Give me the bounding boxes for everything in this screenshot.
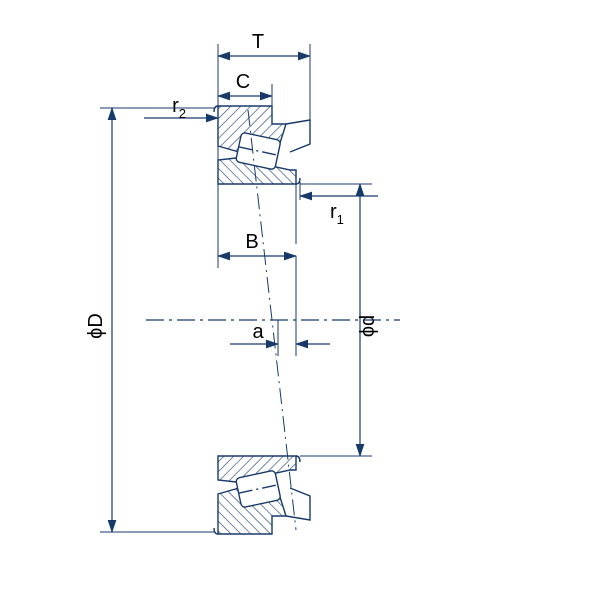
bottom-assembly [214, 456, 310, 534]
dim-r1: r1 [300, 182, 378, 227]
label-T: T [252, 31, 264, 53]
dim-T: T [218, 31, 310, 56]
label-B: B [245, 231, 258, 253]
svg-text:ϕD: ϕD [85, 313, 107, 339]
bearing-cross-section-diagram: T C r2 r1 B a ϕD [0, 0, 600, 600]
label-a: a [252, 321, 264, 343]
top-assembly [214, 106, 310, 184]
svg-text:r1: r1 [330, 201, 344, 227]
label-phiD: D [85, 313, 107, 327]
svg-text:ϕd: ϕd [357, 315, 379, 337]
label-r1-sub: 1 [337, 212, 344, 227]
dim-B: B [218, 231, 296, 256]
label-phid: d [357, 315, 379, 326]
dim-a: a [230, 256, 330, 356]
dim-C: C [218, 71, 272, 96]
label-C: C [236, 71, 250, 93]
